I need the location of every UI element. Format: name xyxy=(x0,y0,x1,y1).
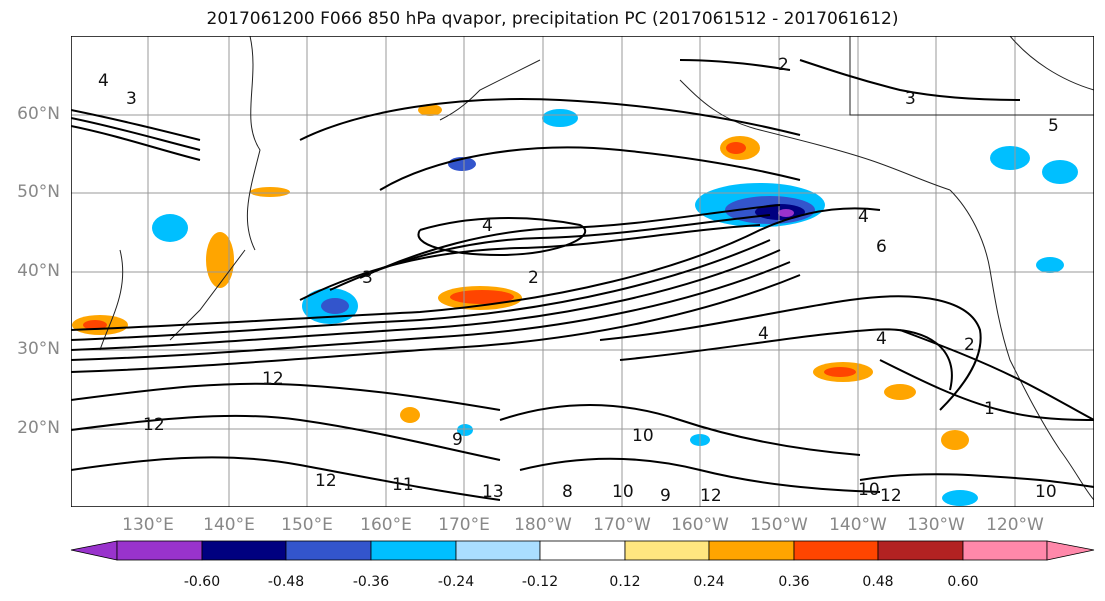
contour-label: 11 xyxy=(392,475,414,495)
contour-label: 9 xyxy=(660,486,671,506)
lon-label: 150°E xyxy=(281,515,333,535)
contour-label: 4 xyxy=(858,207,869,227)
contour-label: 10 xyxy=(632,426,654,446)
colorbar-tick-label: -0.60 xyxy=(183,574,221,590)
lon-label: 150°W xyxy=(750,515,808,535)
qvapor-contours xyxy=(71,59,1094,501)
lon-label: 140°W xyxy=(829,515,887,535)
contour-label: 10 xyxy=(1035,482,1057,502)
lon-label: 170°W xyxy=(593,515,651,535)
contour-label: 12 xyxy=(143,415,165,435)
map-title: 2017061200 F066 850 hPa qvapor, precipit… xyxy=(206,9,899,29)
colorbar-tick-label: 0.60 xyxy=(947,574,979,590)
contour-label: 4 xyxy=(482,216,493,236)
lon-label: 170°E xyxy=(438,515,490,535)
contour-label: 9 xyxy=(452,430,463,450)
contour-label: 4 xyxy=(758,324,769,344)
colorbar-tick-label: -0.48 xyxy=(267,574,305,590)
lon-label: 130°W xyxy=(907,515,965,535)
contour-label: 3 xyxy=(362,268,373,288)
lon-label: 180°W xyxy=(514,515,572,535)
lon-label: 130°E xyxy=(122,515,174,535)
contour-label: 3 xyxy=(126,89,137,109)
colorbar-tick-label: 0.48 xyxy=(862,574,894,590)
contour-label: 2 xyxy=(964,335,975,355)
colorbar-tick-label: -0.24 xyxy=(437,574,475,590)
contour-label: 5 xyxy=(1048,116,1059,136)
contour-label: 4 xyxy=(876,329,887,349)
contour-label: 12 xyxy=(262,369,284,389)
lat-label: 30°N xyxy=(17,339,60,359)
contour-label: 6 xyxy=(876,237,887,257)
colorbar-tick-label: -0.12 xyxy=(521,574,559,590)
contour-label: 13 xyxy=(482,482,504,502)
contour-label: 12 xyxy=(315,471,337,491)
contour-label: 1 xyxy=(984,399,995,419)
colorbar-tick-label: 0.24 xyxy=(693,574,725,590)
contour-label: 10 xyxy=(612,482,634,502)
contour-label: 3 xyxy=(905,89,916,109)
coastlines xyxy=(99,36,1094,501)
lon-label: 120°W xyxy=(986,515,1044,535)
map-plot-area: 4 3 2 5 4 4 6 2 3 3 4 2 12 11 13 10 10 9… xyxy=(71,36,1094,507)
colorbar-tick-label: 0.36 xyxy=(778,574,810,590)
lon-label: 160°W xyxy=(671,515,729,535)
contour-label: 12 xyxy=(700,486,722,506)
contour-label: 2 xyxy=(528,268,539,288)
colorbar xyxy=(70,540,1095,561)
lat-label: 60°N xyxy=(17,104,60,124)
contour-label-group: 4 3 2 5 4 4 6 2 3 3 4 2 12 11 13 10 10 9… xyxy=(98,55,1059,506)
contour-label: 4 xyxy=(98,71,109,91)
colorbar-tick-label: 0.12 xyxy=(609,574,641,590)
contour-label: 12 xyxy=(880,486,902,506)
contour-label: 2 xyxy=(778,55,789,75)
lon-label: 140°E xyxy=(203,515,255,535)
contour-label: 8 xyxy=(562,482,573,502)
lat-label: 50°N xyxy=(17,182,60,202)
contour-label: 10 xyxy=(858,480,880,500)
lon-label: 160°E xyxy=(360,515,412,535)
lat-label: 40°N xyxy=(17,261,60,281)
lat-label: 20°N xyxy=(17,418,60,438)
colorbar-tick-label: -0.36 xyxy=(352,574,390,590)
precip-anomaly-fills xyxy=(72,104,1078,506)
